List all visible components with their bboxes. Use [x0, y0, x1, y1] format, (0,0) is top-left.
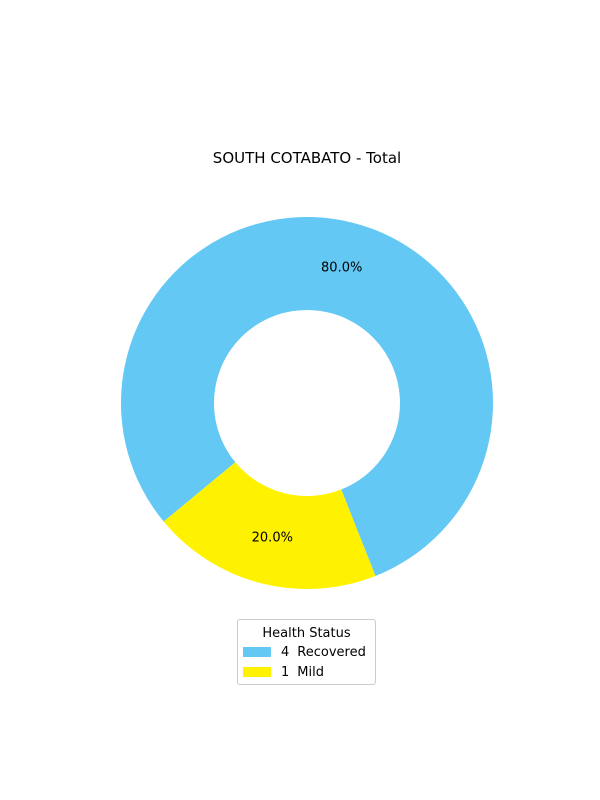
legend-count-recovered: 4	[281, 644, 290, 660]
legend-title: Health Status	[262, 626, 351, 641]
slices-group	[121, 216, 493, 589]
legend-swatch-recovered	[243, 647, 271, 657]
chart-title: SOUTH COTABATO - Total	[213, 149, 401, 167]
slice-labels-group: 80.0% 20.0%	[252, 260, 363, 545]
legend: Health Status 4 Recovered 1 Mild	[237, 619, 376, 685]
legend-label-recovered: Recovered	[297, 644, 366, 660]
legend-label-mild: Mild	[297, 664, 324, 680]
legend-count-mild: 1	[281, 664, 290, 680]
slice-label-recovered: 80.0%	[321, 260, 362, 275]
legend-item-mild: 1 Mild	[238, 662, 375, 682]
legend-swatch-mild	[243, 667, 271, 677]
slice-label-mild: 20.0%	[252, 531, 293, 546]
slice-mild	[163, 462, 376, 589]
slice-recovered	[121, 216, 493, 576]
legend-item-recovered: 4 Recovered	[238, 642, 375, 662]
